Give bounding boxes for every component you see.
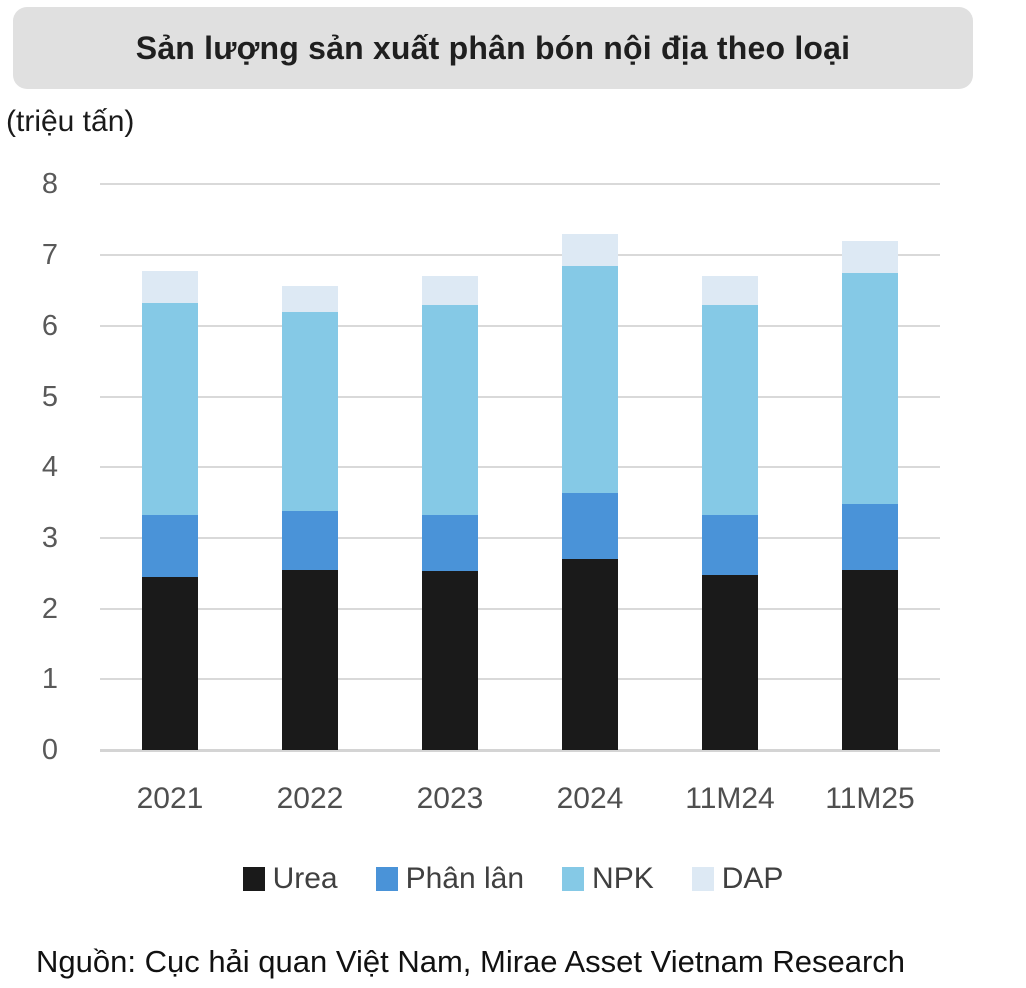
bar-segment-npk-11M25 — [842, 272, 898, 504]
bar-segment-phân-lân-11M25 — [842, 503, 898, 570]
gridline-y1 — [100, 678, 940, 681]
bar-segment-phân-lân-2024 — [562, 493, 618, 560]
legend-label: Urea — [272, 862, 338, 895]
x-axis-label-2022: 2022 — [276, 782, 344, 815]
legend-swatch-icon — [242, 867, 265, 891]
legend-item-npk: NPK — [562, 862, 654, 896]
gridline-y8 — [100, 183, 940, 186]
legend-item-urea: Urea — [242, 862, 338, 896]
y-tick-label-4: 4 — [41, 451, 58, 484]
stacked-bar-2021 — [142, 270, 198, 750]
bar-segment-npk-2022 — [282, 311, 338, 512]
gridline-y4 — [100, 466, 940, 469]
legend-swatch-icon — [562, 867, 585, 891]
legend-swatch-icon — [375, 867, 398, 891]
gridline-y7 — [100, 254, 940, 257]
legend-item-dap: DAP — [691, 862, 784, 896]
x-axis-label-11M24: 11M24 — [685, 782, 775, 815]
stacked-bar-2023 — [422, 276, 478, 750]
legend-label: NPK — [592, 862, 654, 895]
y-tick-label-7: 7 — [41, 239, 58, 272]
y-tick-label-5: 5 — [41, 380, 58, 413]
bar-segment-dap-2023 — [422, 276, 478, 305]
stacked-bar-plot-area: 0 1 2 3 4 5 6 7 8 — [0, 160, 1026, 780]
chart-title-chip: Sản lượng sản xuất phân bón nội địa theo… — [13, 7, 973, 89]
x-axis-label-2021: 2021 — [136, 782, 204, 815]
stacked-bar-2022 — [282, 285, 338, 750]
bar-segment-phân-lân-2021 — [142, 514, 198, 577]
bar-segment-urea-11M24 — [702, 574, 758, 750]
bar-segment-urea-11M25 — [842, 569, 898, 750]
gridline-y6 — [100, 324, 940, 327]
legend-label: DAP — [721, 862, 784, 895]
bar-segment-urea-2021 — [142, 576, 198, 750]
bar-segment-dap-2022 — [282, 285, 338, 312]
legend-label: Phân lân — [405, 862, 525, 895]
legend: Urea Phân lân NPK DAP — [0, 862, 1026, 896]
legend-item-phân-lân: Phân lân — [375, 862, 525, 896]
y-tick-label-0: 0 — [41, 734, 58, 766]
x-axis-label-2024: 2024 — [556, 782, 624, 815]
x-axis-line — [100, 749, 940, 752]
axis-unit-label: (triệu tấn) — [6, 105, 135, 138]
bar-segment-phân-lân-2022 — [282, 511, 338, 570]
y-tick-label-2: 2 — [41, 592, 58, 625]
stacked-bar-11M25 — [842, 240, 898, 750]
bar-segment-urea-2022 — [282, 569, 338, 750]
bar-segment-npk-2024 — [562, 265, 618, 494]
bar-segment-urea-2023 — [422, 571, 478, 750]
bar-segment-dap-11M25 — [842, 240, 898, 273]
stacked-bar-2024 — [562, 233, 618, 750]
bar-segment-dap-2024 — [562, 233, 618, 266]
y-tick-label-8: 8 — [41, 168, 58, 201]
bar-segment-npk-2023 — [422, 304, 478, 515]
bar-segment-npk-11M24 — [702, 304, 758, 515]
bar-segment-phân-lân-2023 — [422, 514, 478, 572]
y-tick-label-3: 3 — [41, 521, 58, 554]
bar-segment-dap-11M24 — [702, 276, 758, 305]
legend-swatch-icon — [691, 867, 714, 891]
x-axis-labels: 2021 2022 2023 2024 11M24 11M25 — [0, 782, 1026, 822]
gridline-y3 — [100, 536, 940, 539]
y-tick-label-6: 6 — [41, 309, 58, 342]
y-tick-label-1: 1 — [41, 663, 58, 696]
gridline-y5 — [100, 395, 940, 398]
bar-segment-dap-2021 — [142, 270, 198, 303]
gridline-y2 — [100, 607, 940, 610]
chart-title: Sản lượng sản xuất phân bón nội địa theo… — [135, 29, 851, 66]
bar-segment-urea-2024 — [562, 559, 618, 750]
source-note: Nguồn: Cục hải quan Việt Nam, Mirae Asse… — [36, 944, 906, 979]
bar-segment-phân-lân-11M24 — [702, 514, 758, 575]
x-axis-label-11M25: 11M25 — [825, 782, 915, 815]
x-axis-label-2023: 2023 — [416, 782, 484, 815]
bar-segment-npk-2021 — [142, 302, 198, 515]
stacked-bar-11M24 — [702, 276, 758, 750]
